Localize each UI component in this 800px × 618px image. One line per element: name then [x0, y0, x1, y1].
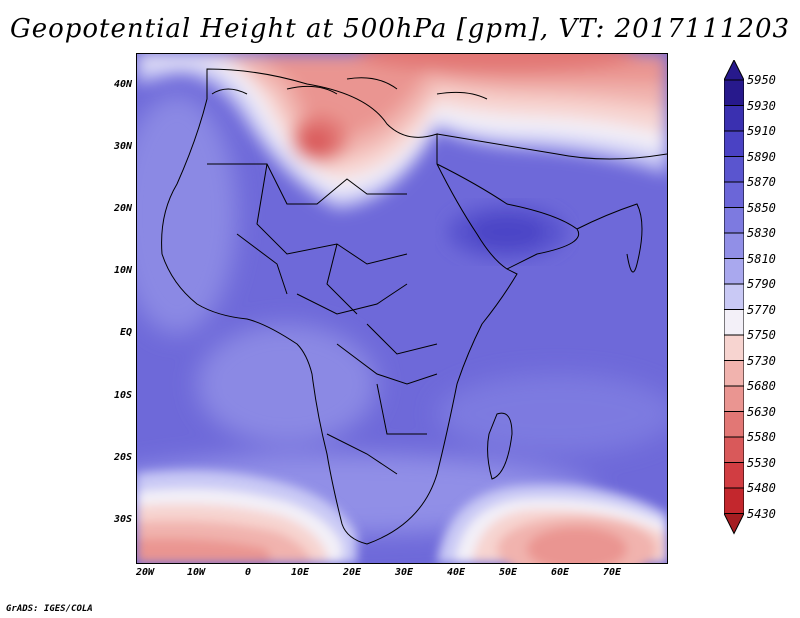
colorbar-swatch: [724, 156, 744, 183]
colorbar-label: 5950: [747, 73, 776, 87]
colorbar-label: 5480: [747, 481, 776, 495]
lon-label: 60E: [550, 567, 570, 578]
colorbar-label: 5910: [747, 124, 776, 138]
country-borders: [207, 163, 438, 475]
india-coast: [576, 203, 643, 273]
africa-coast: [161, 68, 518, 545]
lon-label: 20E: [342, 567, 362, 578]
colorbar-label: 5530: [747, 455, 776, 470]
field-high-arabia: [447, 204, 567, 260]
colorbar-swatch: [724, 79, 744, 106]
colorbar-label: 5790: [747, 277, 776, 291]
lat-label: 20S: [113, 452, 132, 463]
lon-label: 40E: [446, 567, 466, 578]
lat-label: 10N: [113, 265, 132, 276]
colorbar-swatch: [724, 411, 744, 438]
colorbar-swatch: [724, 105, 744, 132]
madagascar-coast: [487, 412, 513, 480]
colorbar-label: 5430: [747, 506, 776, 521]
arabia-coast: [436, 163, 580, 270]
colorbar-label: 5930: [747, 98, 776, 113]
colorbar-swatch: [724, 436, 744, 463]
colorbar: [724, 60, 744, 535]
colorbar-swatch: [724, 207, 744, 234]
colorbar-swatch: [724, 385, 744, 412]
colorbar-swatch: [724, 487, 744, 514]
colorbar-label: 5630: [747, 404, 776, 419]
colorbar-label: 5870: [747, 175, 776, 189]
colorbar-swatch: [724, 258, 744, 285]
europe-coast: [211, 77, 488, 100]
lon-label: 50E: [498, 567, 518, 578]
lat-label: 10S: [113, 390, 132, 401]
field-south-west-warm: [137, 470, 357, 563]
coastlines: [161, 68, 667, 545]
asia-coast-north: [436, 133, 667, 160]
lat-label: 30N: [113, 141, 132, 152]
colorbar-swatch: [724, 283, 744, 310]
colorbar-swatch: [724, 130, 744, 157]
colorbar-swatch: [724, 309, 744, 336]
colorbar-bottom-arrow: [724, 513, 744, 535]
lon-label: 10E: [290, 567, 310, 578]
lon-label: 70E: [602, 567, 622, 578]
lat-label: EQ: [119, 327, 132, 338]
colorbar-label: 5850: [747, 200, 776, 215]
colorbar-swatch: [724, 232, 744, 259]
colorbar-swatch: [724, 334, 744, 361]
geopotential-field: [137, 54, 667, 563]
colorbar-swatch: [724, 462, 744, 489]
colorbar-label: 5770: [747, 302, 776, 317]
colorbar-label: 5830: [747, 226, 776, 240]
lat-label: 40N: [113, 79, 132, 90]
lat-label: 20N: [113, 203, 132, 214]
field-south-east-warm: [437, 484, 667, 563]
map-panel: [136, 53, 668, 564]
lon-label: 10W: [186, 567, 206, 578]
colorbar-label: 5750: [747, 328, 776, 342]
colorbar-swatch: [724, 360, 744, 387]
colorbar-label: 5730: [747, 353, 776, 368]
credit-text: GrADS: IGES/COLA: [6, 604, 93, 614]
lon-label: 30E: [394, 567, 414, 578]
colorbar-label: 5890: [747, 149, 776, 164]
colorbar-label: 5810: [747, 251, 776, 266]
colorbar-swatch: [724, 181, 744, 208]
colorbar-label: 5580: [747, 430, 776, 444]
field-north-warm: [137, 54, 667, 209]
colorbar-top-arrow: [724, 60, 744, 81]
lon-label: 0: [244, 567, 252, 578]
map-title: Geopotential Height at 500hPa [gpm], VT:…: [9, 14, 791, 44]
lat-label: 30S: [113, 514, 132, 525]
colorbar-label: 5680: [747, 379, 776, 393]
lon-label: 20W: [135, 567, 155, 578]
